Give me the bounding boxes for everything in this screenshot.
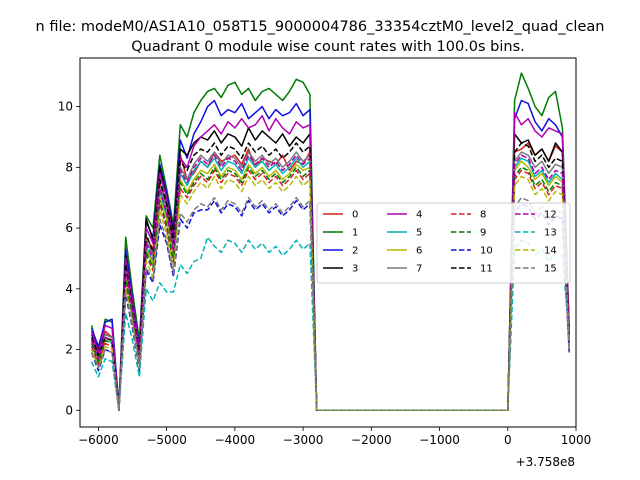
x-offset-label: +3.758e8 [516,455,575,469]
series-line-11 [90,142,570,412]
x-axis: −6000 −5000 −4000 −3000 −2000 −1000 0 1000 [78,427,591,447]
y-tick-label: 6 [65,221,73,235]
y-tick-label: 0 [65,403,73,417]
legend-label-2: 2 [352,246,358,257]
legend-label-0: 0 [352,210,358,221]
legend-label-7: 7 [416,264,422,275]
chart-title: Quadrant 0 module wise count rates with … [131,39,525,55]
legend-label-8: 8 [480,210,486,221]
y-tick-label: 10 [58,100,73,114]
legend-label-13: 13 [544,228,557,239]
y-tick-label: 8 [65,160,73,174]
x-tick-label: −6000 [78,433,119,447]
legend-label-3: 3 [352,264,358,275]
plot-frame [79,57,577,428]
y-tick-label: 2 [65,343,73,357]
x-tick-label: 1000 [561,433,592,447]
legend-label-6: 6 [416,246,422,257]
x-tick-label: −2000 [351,433,392,447]
series-line-8 [90,169,570,412]
series-line-15 [90,196,570,412]
x-tick-label: 0 [504,433,512,447]
legend-label-9: 9 [480,228,486,239]
legend-box [316,202,571,284]
y-axis: 0 2 4 6 8 10 [58,100,80,417]
x-tick-label: −5000 [146,433,187,447]
y-tick-label: 4 [65,282,73,296]
legend-label-11: 11 [480,264,493,275]
legend-label-12: 12 [544,210,557,221]
x-tick-label: −1000 [419,433,460,447]
legend-label-15: 15 [544,264,557,275]
figure-suptitle: n file: modeM0/AS1A10_058T15_9000004786_… [36,19,605,35]
legend-label-1: 1 [352,228,358,239]
x-tick-label: −3000 [283,433,324,447]
legend-label-10: 10 [480,246,493,257]
x-tick-label: −4000 [215,433,256,447]
legend-label-4: 4 [416,210,422,221]
legend-label-5: 5 [416,228,422,239]
legend-label-14: 14 [544,246,557,257]
